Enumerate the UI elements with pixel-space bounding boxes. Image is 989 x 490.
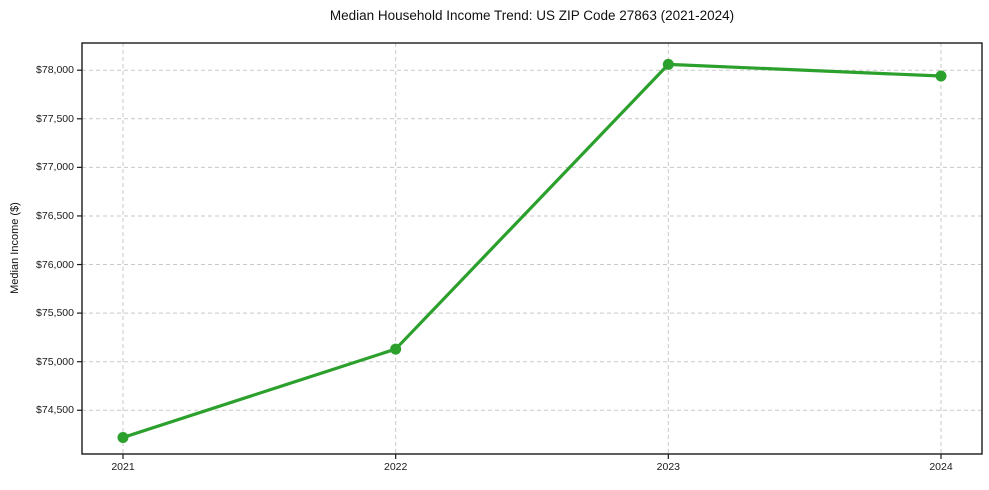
y-tick-label: $77,000: [36, 161, 74, 174]
plot-area: [77, 42, 983, 459]
y-tick-label: $76,000: [36, 258, 74, 271]
y-tick-label: $77,500: [36, 112, 74, 125]
chart-title: Median Household Income Trend: US ZIP Co…: [329, 8, 735, 23]
y-tick-label: $75,500: [36, 307, 74, 320]
y-tick-label: $74,500: [36, 404, 74, 417]
y-tick-label: $76,500: [36, 209, 74, 222]
data-point: [662, 58, 674, 70]
y-tick-label: $75,000: [36, 355, 74, 368]
x-tick-label: 2023: [656, 461, 681, 473]
plot-border: [81, 42, 983, 455]
data-point: [117, 431, 129, 443]
x-tick-label: 2021: [111, 461, 135, 473]
data-point: [935, 70, 947, 82]
trend-line: [121, 62, 943, 440]
x-tick-label: 2024: [929, 461, 953, 473]
data-point: [390, 343, 402, 355]
y-tick-label: $78,000: [36, 64, 74, 77]
x-tick-label: 2022: [383, 461, 408, 473]
